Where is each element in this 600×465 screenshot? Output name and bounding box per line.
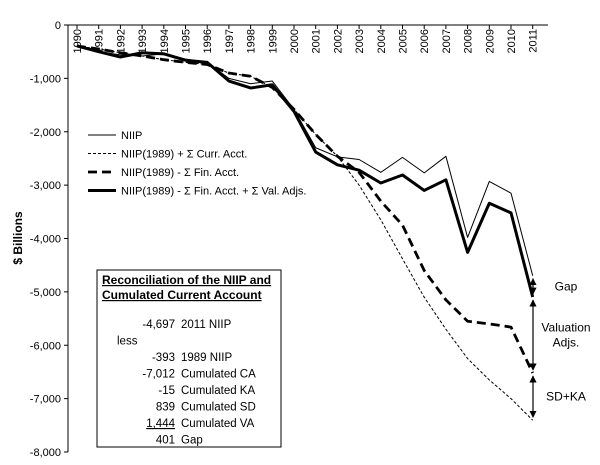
- y-tick-label: -6,000: [30, 340, 61, 352]
- annotation-label: SD+KA: [546, 390, 586, 404]
- y-tick-label: -5,000: [30, 287, 61, 299]
- x-tick-label: 2001: [311, 29, 323, 53]
- x-tick-label: 2003: [354, 29, 366, 53]
- reconciliation-value: -393: [152, 352, 175, 364]
- y-tick-label: -2,000: [30, 127, 61, 139]
- legend-label: NIIP: [121, 130, 142, 142]
- x-tick-label: 2006: [419, 29, 431, 53]
- series-line-3: [76, 44, 534, 374]
- legend-label: NIIP(1989) - Σ Fin. Acct.: [121, 167, 239, 179]
- reconciliation-frame: [96, 269, 282, 448]
- reconciliation-box: Reconciliation of the NIIP andCumulated …: [96, 269, 282, 448]
- reconciliation-value: 1,444: [146, 418, 175, 430]
- axes: 0 -1,000 -2,000 -3,000 -4,000 -5,000 -6,000 -7,…: [11, 20, 548, 459]
- reconciliation-label: Cumulated KA: [181, 385, 255, 397]
- reconciliation-label: Gap: [181, 435, 203, 447]
- reconciliation-label: 2011 NIIP: [181, 319, 232, 331]
- reconciliation-title-line-1: Reconciliation of the NIIP and: [102, 273, 271, 287]
- x-tick-label: 2007: [441, 29, 453, 53]
- x-tick-label: 2000: [289, 29, 301, 53]
- x-tick-label: 1996: [202, 29, 214, 53]
- x-tick-label: 2005: [398, 29, 410, 53]
- x-tick-label: 1998: [246, 29, 258, 53]
- legend-label: NIIP(1989) - Σ Fin. Acct. + Σ Val. Adjs.: [121, 186, 307, 198]
- reconciliation-value: -15: [158, 385, 175, 397]
- reconciliation-label: Cumulated VA: [181, 418, 255, 430]
- x-tick-label: 2009: [484, 29, 496, 53]
- x-tick-label: 2004: [376, 29, 388, 53]
- x-tick-label: 1994: [159, 29, 171, 53]
- x-tick-label: 2002: [332, 29, 344, 53]
- series-lines: [76, 44, 535, 421]
- x-tick-label: 1993: [137, 29, 149, 53]
- legend: NIIP NIIP(1989) + Σ Curr. Acct. NIIP(1989)…: [88, 130, 307, 198]
- x-tick-label: 2011: [528, 29, 540, 53]
- x-tick-label: 2010: [506, 29, 518, 53]
- series-line-4: [76, 44, 535, 298]
- x-tick-label: 1990: [72, 29, 84, 53]
- y-axis-title: $ Billions: [11, 211, 25, 265]
- y-tick-label: -3,000: [30, 180, 61, 192]
- x-axis-labels: 1990 1991 1992 1993 1994 1995 1996 1997 1998 1999…: [72, 29, 540, 53]
- reconciliation-label: Cumulated CA: [181, 369, 256, 381]
- legend-label: NIIP(1989) + Σ Curr. Acct.: [121, 149, 247, 161]
- y-tick-label: 0: [55, 20, 61, 32]
- reconciliation-label: 1989 NIIP: [181, 352, 232, 364]
- reconciliation-value: 839: [156, 402, 175, 414]
- x-tick-label: 1995: [181, 29, 193, 53]
- reconciliation-label: Cumulated SD: [181, 402, 256, 414]
- x-tick-label: 1991: [94, 29, 106, 53]
- reconciliation-value: -4,697: [142, 319, 175, 331]
- reconciliation-title-line-2: Cumulated Current Account: [102, 288, 262, 302]
- reconciliation-value: -7,012: [142, 369, 175, 381]
- y-tick-label: -4,000: [30, 234, 61, 246]
- annotation-label: Gap: [555, 279, 578, 293]
- y-tick-label: -7,000: [30, 394, 61, 406]
- x-tick-label: 1999: [267, 29, 279, 53]
- reconciliation-connector: less: [117, 336, 138, 348]
- annotation-label: Adjs.: [553, 336, 580, 350]
- reconciliation-value: 401: [156, 435, 175, 447]
- x-tick-label: 1997: [224, 29, 236, 53]
- x-tick-label: 2008: [463, 29, 475, 53]
- series-line-1: [76, 45, 534, 276]
- y-tick-label: -8,000: [30, 447, 61, 459]
- annotation-label: Valuation: [541, 321, 590, 335]
- y-tick-label: -1,000: [30, 73, 61, 85]
- x-tick-label: 1992: [115, 29, 127, 53]
